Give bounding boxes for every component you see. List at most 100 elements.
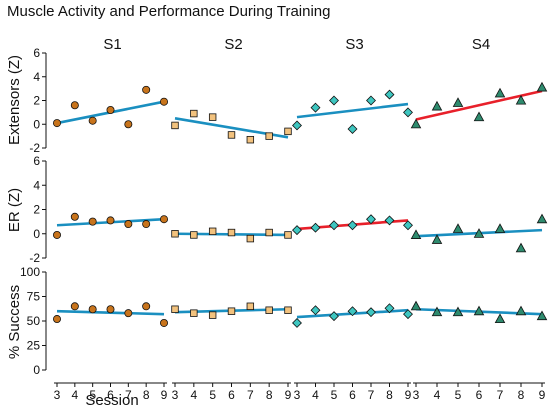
data-point xyxy=(536,213,548,224)
data-point xyxy=(265,132,273,140)
data-point xyxy=(227,228,236,237)
data-point xyxy=(403,309,413,320)
data-point xyxy=(265,228,273,237)
x-tick-label: 9 xyxy=(405,388,412,402)
data-point xyxy=(70,212,79,221)
y-tick-label: -2 xyxy=(29,141,40,155)
data-point xyxy=(292,120,302,131)
x-axis-label: Session xyxy=(85,392,138,409)
y-tick-label: 100 xyxy=(20,265,40,279)
data-point xyxy=(159,215,168,224)
data-point xyxy=(473,111,485,122)
column-header-s1: S1 xyxy=(103,36,121,53)
data-point xyxy=(88,116,97,125)
x-tick-label: 3 xyxy=(54,388,61,402)
panel-s4-row-2 xyxy=(410,213,548,253)
x-tick-label: 3 xyxy=(413,388,420,402)
data-point xyxy=(246,302,255,310)
data-point xyxy=(347,124,358,134)
trend-line xyxy=(296,102,409,119)
data-point xyxy=(159,97,168,106)
data-point xyxy=(515,305,527,316)
data-point xyxy=(284,127,292,136)
data-point xyxy=(246,135,255,144)
data-point xyxy=(171,230,179,238)
y-axis-label-row-2: ER (Z) xyxy=(6,188,23,232)
data-point xyxy=(53,315,62,324)
x-tick-label: 3 xyxy=(294,388,301,402)
data-point xyxy=(171,121,179,130)
data-point xyxy=(70,101,79,110)
data-point xyxy=(292,317,302,328)
x-tick-label: 6 xyxy=(228,388,235,402)
y-tick-label: 4 xyxy=(33,178,40,192)
x-tick-label: 7 xyxy=(125,388,132,402)
x-tick-label: 4 xyxy=(434,388,441,402)
data-point xyxy=(329,95,339,106)
data-point xyxy=(284,306,292,314)
data-point xyxy=(410,300,422,311)
data-point xyxy=(403,220,413,231)
data-point xyxy=(171,305,179,313)
x-tick-label: 8 xyxy=(518,388,525,402)
panel-s3-row-2 xyxy=(292,214,413,236)
data-point xyxy=(366,214,376,225)
y-tick-label: 6 xyxy=(33,154,40,168)
y-tick-label: 75 xyxy=(27,290,41,304)
data-point xyxy=(142,302,151,311)
x-tick-label: 6 xyxy=(349,388,356,402)
data-point xyxy=(403,107,413,118)
y-tick-label: 2 xyxy=(33,94,40,108)
x-tick-label: 9 xyxy=(161,388,168,402)
data-point xyxy=(329,220,339,231)
x-tick-label: 5 xyxy=(209,388,216,402)
data-point xyxy=(208,311,217,319)
data-point xyxy=(515,94,527,105)
data-point xyxy=(190,109,198,118)
x-tick-label: 5 xyxy=(331,388,338,402)
column-header-s2: S2 xyxy=(224,36,242,53)
column-header-s3: S3 xyxy=(345,36,363,53)
y-tick-label: 4 xyxy=(33,70,40,84)
panel-s3-row-3 xyxy=(292,303,413,328)
data-point xyxy=(88,217,97,226)
data-point xyxy=(246,234,255,243)
data-point xyxy=(431,306,443,317)
x-tick-label: 6 xyxy=(476,388,483,402)
x-tick-label: 7 xyxy=(247,388,254,402)
data-point xyxy=(124,309,133,318)
data-point xyxy=(366,95,376,106)
x-tick-label: 8 xyxy=(266,388,273,402)
data-point xyxy=(494,223,506,233)
y-tick-label: 2 xyxy=(33,203,40,217)
x-tick-label: 4 xyxy=(190,388,197,402)
panel-s3-row-1 xyxy=(292,89,413,134)
panel-s1-row-2 xyxy=(53,212,168,239)
x-tick-label: 8 xyxy=(143,388,150,402)
y-axis-label-row-1: Extensors (Z) xyxy=(6,55,23,145)
data-point xyxy=(384,89,395,100)
data-point xyxy=(384,303,395,314)
x-tick-label: 8 xyxy=(386,388,393,402)
panel-s1-row-1 xyxy=(53,85,168,129)
data-point xyxy=(431,100,443,111)
data-point xyxy=(494,87,506,98)
data-point xyxy=(384,215,395,226)
panel-s2-row-1 xyxy=(171,109,292,144)
x-tick-label: 7 xyxy=(497,388,504,402)
x-tick-label: 4 xyxy=(312,388,319,402)
y-tick-label: 0 xyxy=(33,117,40,131)
x-tick-label: 3 xyxy=(172,388,179,402)
data-point xyxy=(452,306,464,317)
chart-title: Muscle Activity and Performance During T… xyxy=(7,3,331,20)
x-tick-label: 6 xyxy=(107,388,114,402)
data-point xyxy=(53,230,62,239)
data-point xyxy=(410,118,422,129)
data-point xyxy=(159,318,168,327)
panel-s4-row-1 xyxy=(410,81,548,129)
y-tick-label: 50 xyxy=(27,314,41,328)
data-point xyxy=(536,81,548,92)
data-point xyxy=(190,231,198,239)
x-tick-label: 9 xyxy=(539,388,546,402)
